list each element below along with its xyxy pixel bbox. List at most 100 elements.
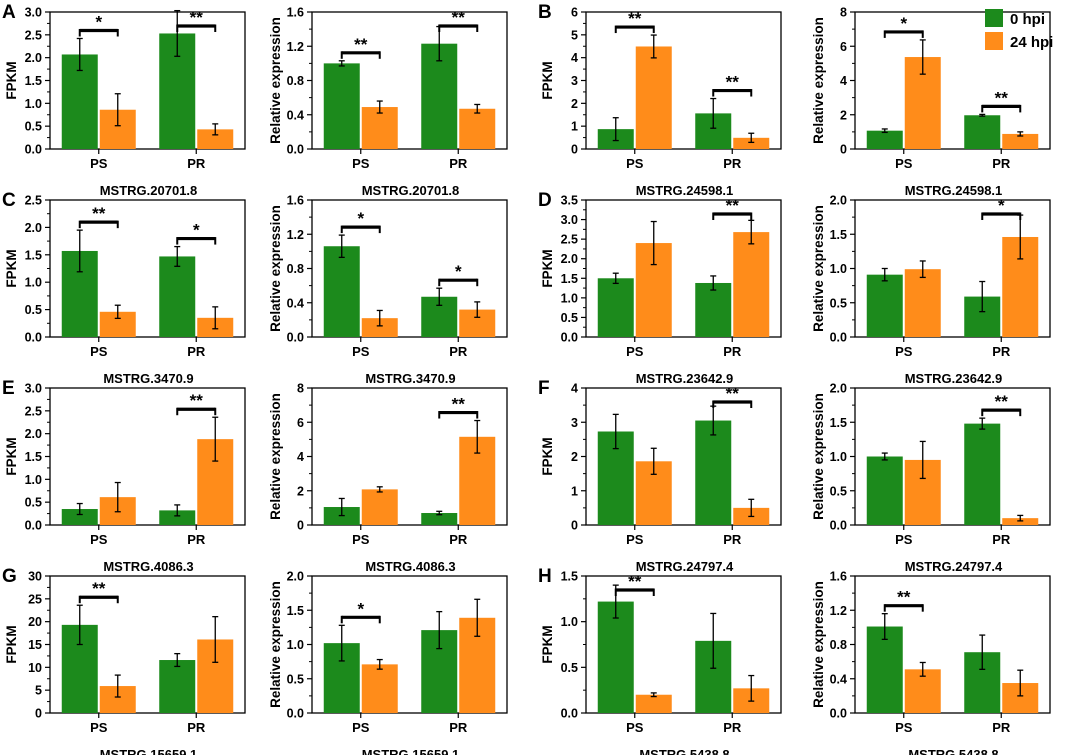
significance-mark: ** (92, 579, 106, 598)
y-tick-label: 1.0 (25, 276, 42, 290)
chart-c-relexp: 0.0 0.4 0.8 1.2 1.6 Relative expression PS * PR *… (268, 194, 508, 386)
y-tick-label: 1.6 (830, 570, 847, 584)
chart-title: MSTRG.3470.9 (103, 371, 193, 386)
x-tick-label-ps: PS (895, 532, 913, 547)
x-tick-label-pr: PR (187, 532, 206, 547)
bar-pr-24hpi (733, 137, 770, 149)
significance-mark: ** (452, 8, 466, 27)
y-axis-label: Relative expression (811, 205, 826, 332)
y-tick-label: 3.0 (561, 213, 578, 227)
y-tick-label: 1.5 (830, 228, 847, 242)
y-tick-label: 1 (571, 484, 578, 498)
y-tick-label: 1.0 (561, 291, 578, 305)
y-tick-label: 1.0 (25, 473, 42, 487)
bar-ps-24hpi (361, 107, 398, 149)
panel-label-e: E (2, 378, 15, 399)
y-axis-label: Relative expression (268, 205, 283, 332)
y-axis-label: Relative expression (811, 581, 826, 708)
y-tick-label: 0.0 (830, 331, 847, 345)
chart-title: MSTRG.23642.9 (905, 371, 1003, 386)
x-tick-label-ps: PS (626, 156, 644, 171)
y-tick-label: 1.5 (25, 450, 42, 464)
chart-title: MSTRG.4086.3 (103, 559, 193, 574)
y-tick-label: 0 (571, 143, 578, 157)
y-tick-label: 1.5 (561, 272, 578, 286)
y-tick-label: 0 (297, 519, 304, 533)
y-tick-label: 4 (840, 74, 847, 88)
legend-swatch-24hpi (985, 32, 1003, 50)
y-tick-label: 0 (571, 519, 578, 533)
y-tick-label: 1.5 (25, 248, 42, 262)
y-tick-label: 0.5 (830, 296, 847, 310)
y-tick-label: 0.8 (830, 638, 847, 652)
significance-mark: ** (190, 391, 204, 410)
y-tick-label: 1.0 (830, 262, 847, 276)
y-axis-label: FPKM (540, 249, 555, 287)
y-tick-label: 0.0 (830, 707, 847, 721)
y-tick-label: 1.5 (561, 570, 578, 584)
bar-ps-0hpi (866, 130, 903, 149)
x-tick-label-ps: PS (895, 344, 913, 359)
y-tick-label: 2.0 (830, 194, 847, 208)
chart-a-relexp: 0.0 0.4 0.8 1.2 1.6 Relative expression PS ** PR… (268, 6, 508, 198)
bar-ps-24hpi (635, 46, 672, 149)
x-tick-label-pr: PR (449, 532, 468, 547)
x-tick-label-pr: PR (723, 720, 742, 735)
significance-mark: ** (92, 204, 106, 223)
y-tick-label: 0.8 (287, 74, 304, 88)
bar-pr-0hpi (159, 660, 196, 713)
chart-g-relexp: 0.0 0.5 1.0 1.5 2.0 Relative expression PS * PR M… (268, 570, 508, 755)
y-tick-label: 0.0 (287, 143, 304, 157)
chart-e-relexp: 0 2 4 6 8 Relative expression PS PR ** MSTRG.4086… (268, 382, 508, 574)
chart-title: MSTRG.4086.3 (365, 559, 455, 574)
y-tick-label: 0.0 (830, 519, 847, 533)
bar-ps-0hpi (323, 246, 360, 337)
significance-mark: ** (995, 88, 1009, 107)
x-tick-label-ps: PS (626, 344, 644, 359)
bar-pr-24hpi (459, 108, 496, 149)
legend-swatch-0hpi (985, 9, 1003, 27)
panel-label-h: H (538, 566, 552, 587)
y-tick-label: 1 (571, 120, 578, 134)
y-tick-label: 1.0 (287, 638, 304, 652)
bar-ps-0hpi (866, 274, 903, 337)
bar-ps-0hpi (597, 278, 634, 337)
x-tick-label-ps: PS (626, 720, 644, 735)
x-tick-label-pr: PR (449, 344, 468, 359)
x-tick-label-pr: PR (723, 156, 742, 171)
y-axis-label: FPKM (4, 249, 19, 287)
significance-mark: ** (726, 196, 740, 215)
chart-title: MSTRG.20701.8 (100, 183, 198, 198)
y-tick-label: 6 (297, 416, 304, 430)
y-tick-label: 4 (297, 450, 304, 464)
x-tick-label-pr: PR (992, 720, 1011, 735)
chart-title: MSTRG.5438.8 (908, 747, 998, 755)
y-axis-label: FPKM (540, 625, 555, 663)
panel-label-c: C (2, 190, 16, 211)
y-tick-label: 2 (297, 484, 304, 498)
x-tick-label-ps: PS (352, 720, 370, 735)
bar-pr-0hpi (695, 282, 732, 337)
y-tick-label: 8 (840, 6, 847, 20)
significance-mark: ** (190, 8, 204, 27)
y-tick-label: 10 (28, 661, 42, 675)
bar-pr-24hpi (1002, 518, 1039, 525)
y-tick-label: 3.5 (561, 194, 578, 208)
x-tick-label-ps: PS (352, 344, 370, 359)
y-tick-label: 0 (35, 707, 42, 721)
chart-title: MSTRG.5438.8 (639, 747, 729, 755)
y-tick-label: 4 (571, 51, 578, 65)
y-tick-label: 0 (840, 143, 847, 157)
y-tick-label: 2.5 (25, 28, 42, 42)
y-tick-label: 1.5 (287, 604, 304, 618)
bar-ps-0hpi (866, 626, 903, 713)
y-tick-label: 0.5 (287, 672, 304, 686)
significance-mark: * (900, 14, 907, 33)
y-axis-label: Relative expression (811, 17, 826, 144)
y-tick-label: 0.5 (561, 661, 578, 675)
y-tick-label: 1.2 (287, 228, 304, 242)
significance-mark: ** (452, 395, 466, 414)
y-tick-label: 1.5 (25, 74, 42, 88)
bar-pr-0hpi (695, 420, 732, 525)
x-tick-label-ps: PS (895, 156, 913, 171)
